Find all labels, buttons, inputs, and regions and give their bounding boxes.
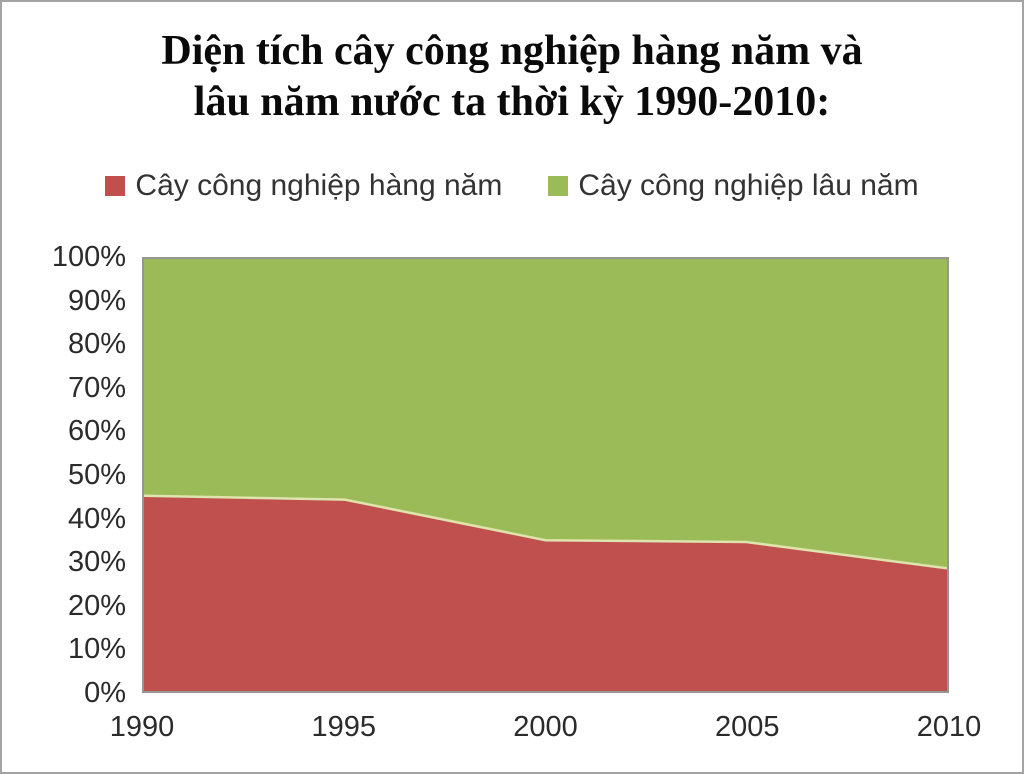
- legend: Cây công nghiệp hàng năm Cây công nghiệp…: [2, 169, 1022, 203]
- y-axis-tick-label: 10%: [67, 633, 126, 666]
- x-axis-tick-label: 1990: [109, 711, 175, 743]
- annual-area-polygon: [144, 495, 947, 691]
- y-axis-tick-label: 90%: [67, 284, 126, 317]
- y-axis-tick-label: 0%: [84, 677, 126, 709]
- x-axis-tick-label: 1995: [311, 711, 376, 743]
- y-axis-tick-label: 80%: [67, 328, 126, 361]
- y-axis-tick-label: 100%: [51, 241, 126, 273]
- legend-item-perennial: Cây công nghiệp lâu năm: [548, 169, 919, 203]
- y-axis-tick-label: 50%: [67, 459, 126, 491]
- x-axis-tick-label: 2000: [513, 711, 578, 743]
- y-axis-tick-label: 20%: [67, 589, 126, 622]
- y-axis-tick-label: 70%: [67, 371, 126, 404]
- legend-label-annual: Cây công nghiệp hàng năm: [135, 169, 503, 202]
- annual-series-swatch-icon: [105, 176, 126, 196]
- legend-label-perennial: Cây công nghiệp lâu năm: [578, 169, 919, 202]
- chart-title-line-1: Diện tích cây công nghiệp hàng năm và: [161, 28, 863, 74]
- chart-title: Diện tích cây công nghiệp hàng năm và lâ…: [2, 26, 1022, 128]
- stacked-area-chart: [144, 259, 947, 691]
- x-axis-tick-label: 2010: [916, 711, 982, 743]
- series-boundary-line: [144, 494, 947, 570]
- legend-item-annual: Cây công nghiệp hàng năm: [105, 169, 502, 203]
- x-axis-tick-label: 2005: [714, 711, 780, 743]
- perennial-series-swatch-icon: [548, 176, 569, 196]
- y-axis-tick-label: 60%: [67, 415, 126, 448]
- plot-area: [142, 257, 949, 693]
- chart-title-line-2: lâu năm nước ta thời kỳ 1990-2010:: [193, 79, 831, 126]
- y-axis-tick-label: 40%: [67, 502, 126, 535]
- y-axis-tick-label: 30%: [67, 546, 126, 579]
